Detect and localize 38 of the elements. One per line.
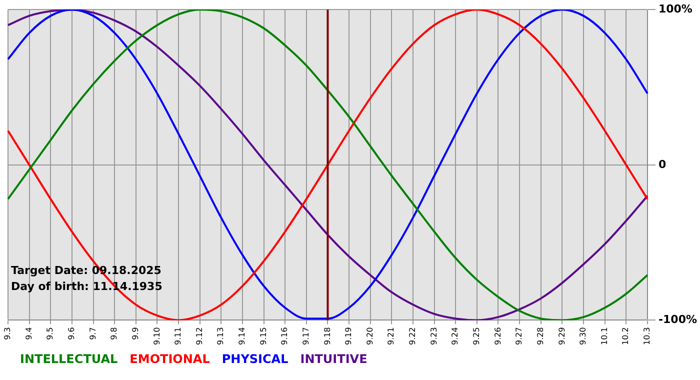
x-tick-label: 9.16: [280, 327, 290, 345]
x-tick-label: 9.11: [174, 327, 183, 345]
x-tick-label: 10.2: [621, 327, 630, 345]
x-tick-label: 9.4: [24, 327, 34, 340]
x-tick-label: 9.9: [130, 327, 140, 340]
x-tick-label: 9.10: [152, 327, 162, 345]
text: INTUITIVE: [300, 352, 368, 366]
x-tick-label: 9.3: [3, 327, 12, 340]
x-tick-label: 9.20: [365, 327, 374, 345]
x-tick-label: 9.17: [301, 327, 310, 345]
y-tick-label: 0: [658, 158, 666, 171]
x-tick-label: 10.1: [600, 327, 609, 345]
x-tick-label: 9.12: [194, 327, 204, 345]
x-tick-label: 9.22: [408, 327, 418, 345]
x-tick-label: 9.19: [344, 327, 354, 345]
text: PHYSICAL: [222, 352, 289, 366]
y-tick-label: 100%: [658, 2, 692, 16]
text: INTELLECTUAL: [20, 352, 118, 366]
x-tick-label: 9.24: [450, 327, 460, 345]
y-tick-label: -100%: [658, 313, 698, 326]
x-tick-label: 9.18: [322, 327, 332, 345]
x-tick-label: 9.13: [216, 327, 226, 345]
x-tick-label: 9.27: [514, 327, 524, 345]
x-tick-label: 9.8: [110, 327, 119, 340]
x-tick-label: 9.29: [557, 327, 566, 345]
x-tick-label: 9.14: [238, 327, 247, 345]
x-tick-label: 9.30: [578, 327, 588, 345]
x-tick-label: 9.23: [429, 327, 438, 345]
x-tick-label: 9.6: [67, 327, 76, 340]
text: EMOTIONAL: [130, 352, 210, 366]
x-tick-label: 9.7: [88, 327, 98, 340]
x-tick-label: 9.15: [258, 327, 268, 345]
x-tick-label: 10.3: [642, 327, 652, 345]
x-tick-label: 9.28: [536, 327, 545, 345]
x-tick-label: 9.21: [386, 327, 396, 345]
x-tick-label: 9.25: [472, 327, 482, 345]
x-tick-label: 9.5: [46, 327, 55, 340]
x-tick-label: 9.26: [493, 327, 502, 345]
